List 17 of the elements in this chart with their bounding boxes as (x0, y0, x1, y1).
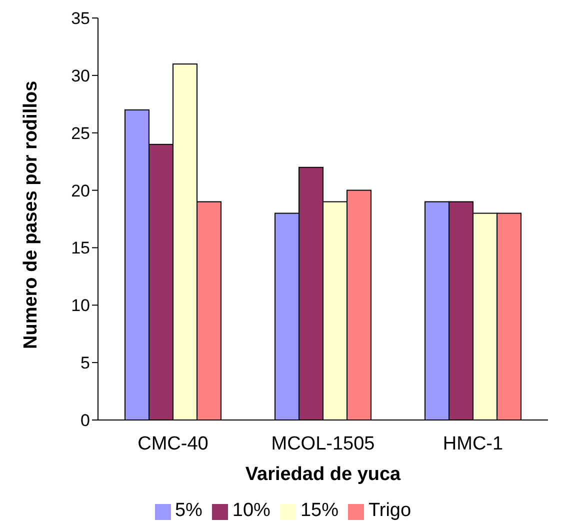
y-tick-label: 30 (71, 66, 90, 86)
x-tick-label: CMC-40 (138, 433, 208, 454)
x-axis-title: Variedad de yuca (245, 464, 402, 485)
legend-label: Trigo (368, 500, 412, 521)
x-tick-label: MCOL-1505 (271, 433, 375, 454)
x-tick-label: HMC-1 (442, 433, 504, 454)
y-tick-label: 0 (80, 411, 90, 430)
legend-label: 10% (232, 500, 270, 521)
legend-label: 15% (300, 500, 338, 521)
y-tick-label: 15 (71, 238, 90, 258)
legend-label: 5% (174, 500, 202, 521)
y-tick-label: 5 (80, 354, 90, 373)
y-tick-label: 10 (71, 296, 90, 316)
y-axis-title: Numero de pases por rodillos (20, 80, 42, 349)
y-tick-label: 35 (71, 9, 90, 28)
y-tick-label: 20 (71, 181, 90, 200)
y-tick-label: 25 (71, 124, 90, 143)
